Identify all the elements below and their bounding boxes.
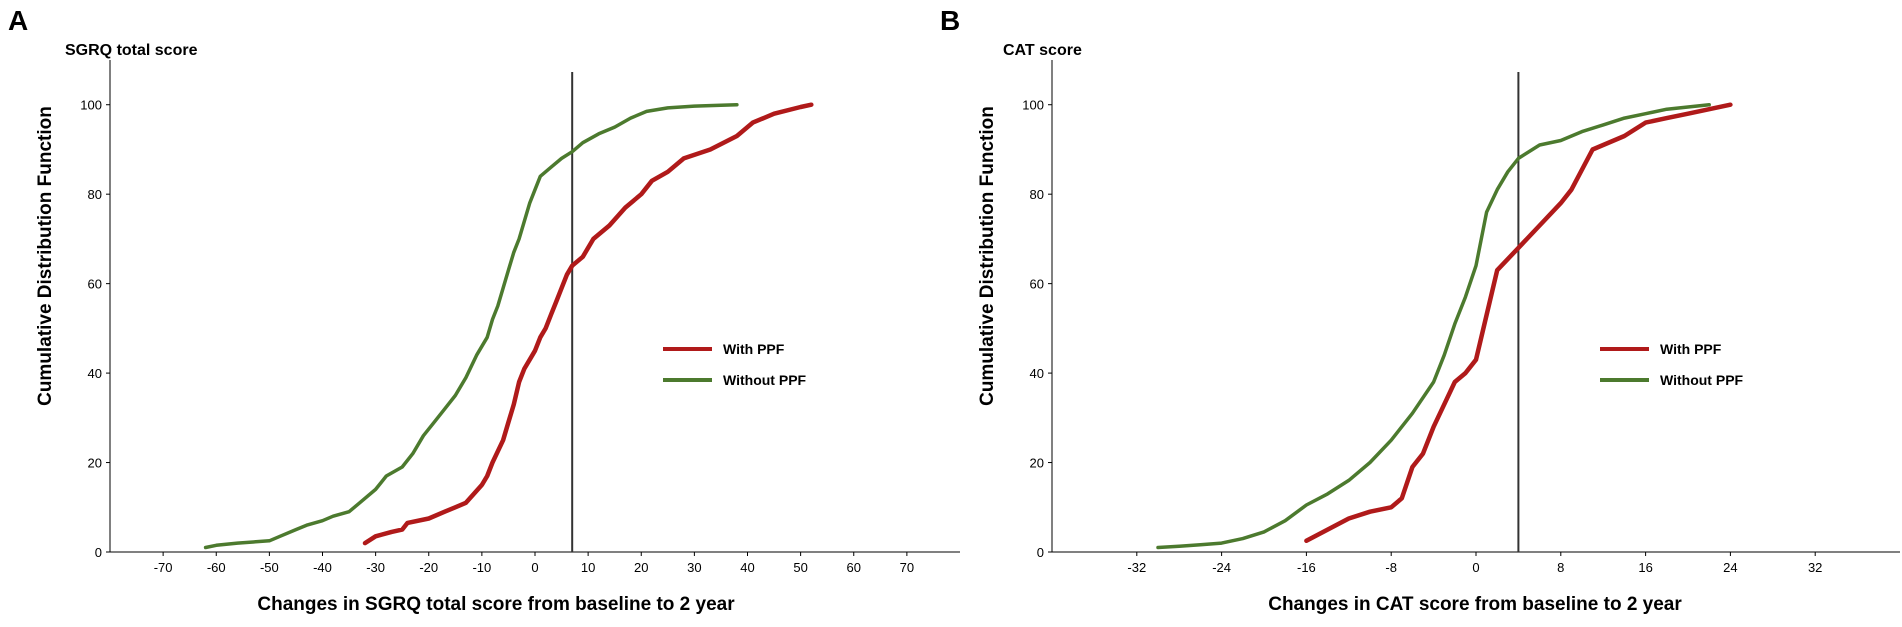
x-axis-label: Changes in SGRQ total score from baselin… — [257, 594, 735, 615]
x-tick-label: -10 — [472, 560, 491, 575]
series-line-with-ppf — [1304, 102, 1733, 544]
axes: 0 20 40 60 80 100 -70 -60 -50 -40 -30 -20 -10 0 10 20 30… — [80, 60, 960, 575]
x-tick-label: 10 — [581, 560, 595, 575]
x-tick-label: -40 — [313, 560, 332, 575]
legend-label-with-ppf: With PPF — [1660, 341, 1722, 357]
x-tick-label: 8 — [1557, 560, 1564, 575]
legend: With PPF Without PPF — [1600, 341, 1744, 388]
y-axis-label: Cumulative Distribution Function — [977, 106, 998, 406]
y-tick-label: 20 — [88, 456, 102, 471]
x-tick-label: 60 — [847, 560, 861, 575]
series-layer — [203, 72, 814, 552]
legend: With PPF Without PPF — [663, 341, 807, 388]
series-line-with-ppf — [362, 102, 814, 546]
y-tick-label: 40 — [88, 366, 102, 381]
x-tick-label: 20 — [634, 560, 648, 575]
panel-b: B CAT score Cumulative Distribution Func… — [940, 5, 1900, 615]
series-layer — [1156, 72, 1733, 552]
series-line-without-ppf — [203, 102, 739, 550]
chart-title: CAT score — [1003, 42, 1082, 59]
x-tick-label: 30 — [687, 560, 701, 575]
x-tick-label: -32 — [1127, 560, 1146, 575]
panel-a: A SGRQ total score Cumulative Distributi… — [8, 5, 960, 615]
legend-label-without-ppf: Without PPF — [1660, 372, 1744, 388]
chart-title: SGRQ total score — [65, 42, 198, 59]
x-tick-label: -50 — [260, 560, 279, 575]
panel-letter: B — [940, 5, 960, 36]
x-tick-label: -60 — [207, 560, 226, 575]
x-tick-label: -30 — [366, 560, 385, 575]
y-tick-label: 80 — [1030, 187, 1044, 202]
x-tick-label: 16 — [1638, 560, 1652, 575]
y-tick-label: 20 — [1030, 456, 1044, 471]
legend-label-with-ppf: With PPF — [723, 341, 785, 357]
y-axis-label: Cumulative Distribution Function — [35, 106, 56, 406]
x-tick-label: 24 — [1723, 560, 1737, 575]
x-tick-label: 70 — [900, 560, 914, 575]
x-tick-label: 40 — [740, 560, 754, 575]
x-axis-label: Changes in CAT score from baseline to 2 … — [1268, 594, 1682, 615]
x-tick-label: -70 — [154, 560, 173, 575]
legend-label-without-ppf: Without PPF — [723, 372, 807, 388]
series-line-without-ppf — [1156, 102, 1711, 550]
x-tick-label: 0 — [1472, 560, 1479, 575]
y-tick-label: 80 — [88, 187, 102, 202]
x-tick-label: -8 — [1385, 560, 1397, 575]
x-tick-label: 32 — [1808, 560, 1822, 575]
y-tick-label: 40 — [1030, 366, 1044, 381]
x-tick-label: 0 — [531, 560, 538, 575]
x-tick-label: -20 — [419, 560, 438, 575]
x-tick-label: 50 — [793, 560, 807, 575]
y-tick-label: 60 — [1030, 277, 1044, 292]
y-tick-label: 0 — [95, 545, 102, 560]
y-tick-label: 60 — [88, 277, 102, 292]
axes: 0 20 40 60 80 100 -32 -24 -16 -8 0 8 16 24 32 — [1022, 60, 1900, 575]
panel-letter: A — [8, 5, 28, 36]
y-tick-label: 100 — [80, 98, 102, 113]
x-tick-label: -24 — [1212, 560, 1231, 575]
x-tick-label: -16 — [1297, 560, 1316, 575]
y-tick-label: 0 — [1037, 545, 1044, 560]
y-tick-label: 100 — [1022, 98, 1044, 113]
